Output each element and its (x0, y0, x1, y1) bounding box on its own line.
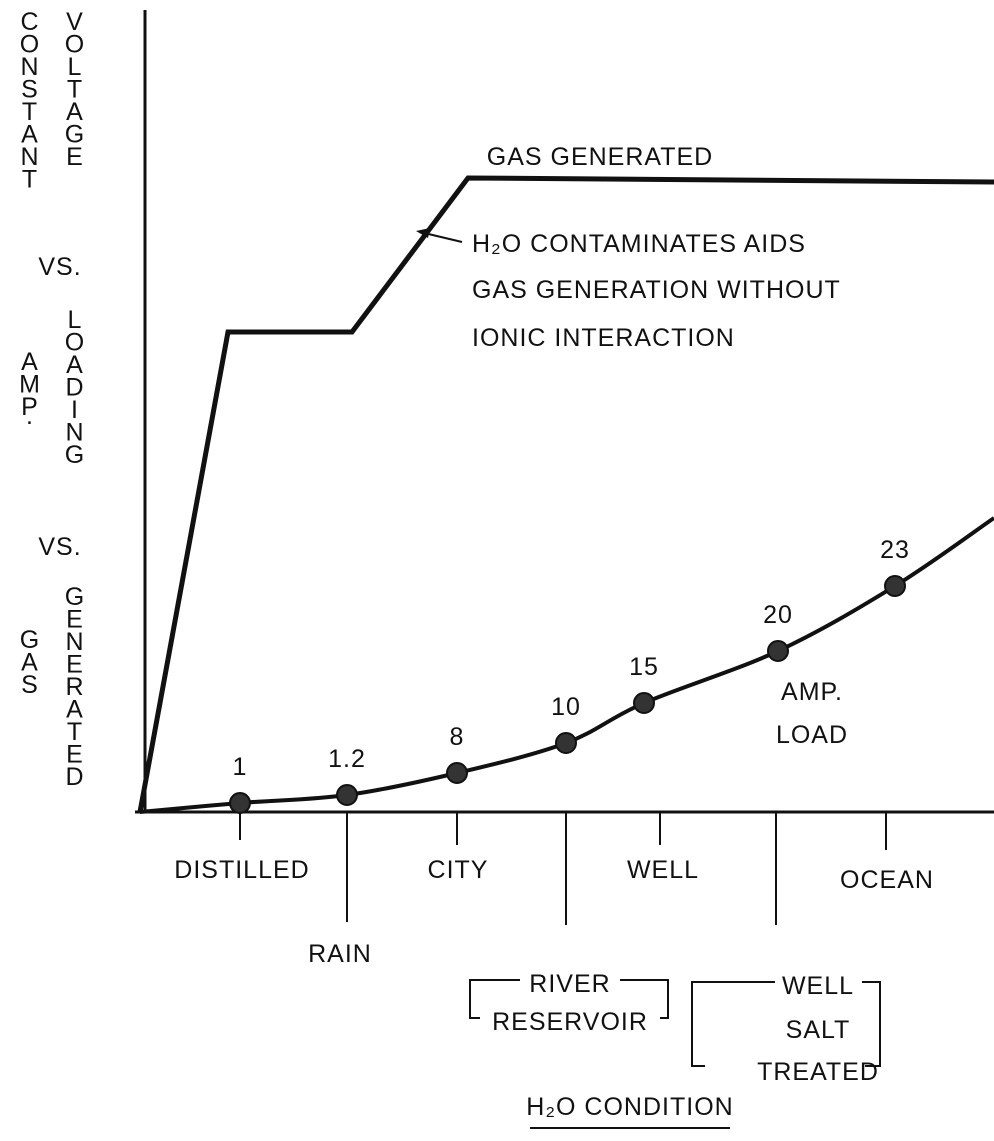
point-label: 8 (450, 723, 465, 751)
category: TREATED (757, 1058, 879, 1086)
category: WELL (627, 856, 699, 884)
category: RIVER (529, 970, 610, 998)
amp-curve (139, 516, 994, 814)
gas-curve-label: GAS GENERATED (487, 143, 713, 171)
point (446, 762, 468, 784)
category: WELL (782, 972, 854, 1000)
point (555, 732, 577, 754)
point-label: 10 (551, 693, 581, 721)
annotation: GAS GENERATION WITHOUT (472, 276, 841, 304)
point (884, 575, 906, 597)
category: CITY (428, 856, 489, 884)
category: RESERVOIR (492, 1008, 648, 1036)
axes (135, 10, 994, 814)
y-axis-label: VS. (38, 533, 81, 561)
point (767, 640, 789, 662)
point-label: 1.2 (328, 745, 366, 773)
arrowhead (416, 228, 430, 238)
ticks (239, 812, 887, 925)
amp-curve-label: LOAD (776, 721, 848, 749)
y-axis-label: VS. (38, 253, 81, 281)
brackets (469, 979, 881, 1129)
point (336, 784, 358, 806)
amp-curve-label: AMP. (781, 678, 843, 706)
point-label: 15 (629, 653, 659, 681)
point (229, 792, 251, 814)
annotation: IONIC INTERACTION (472, 324, 735, 352)
point-label: 20 (763, 601, 793, 629)
x-axis-title: H₂O CONDITION (526, 1093, 733, 1121)
point-label: 1 (233, 753, 248, 781)
y-axis-label: A M P. (19, 348, 41, 430)
category: RAIN (308, 940, 372, 968)
point (633, 692, 655, 714)
point-label: 23 (880, 536, 910, 564)
annotation: H₂O CONTAMINATES AIDS (472, 230, 806, 258)
gas-curve (137, 175, 994, 813)
category: OCEAN (840, 866, 934, 894)
category: DISTILLED (174, 856, 309, 884)
category: SALT (786, 1016, 851, 1044)
